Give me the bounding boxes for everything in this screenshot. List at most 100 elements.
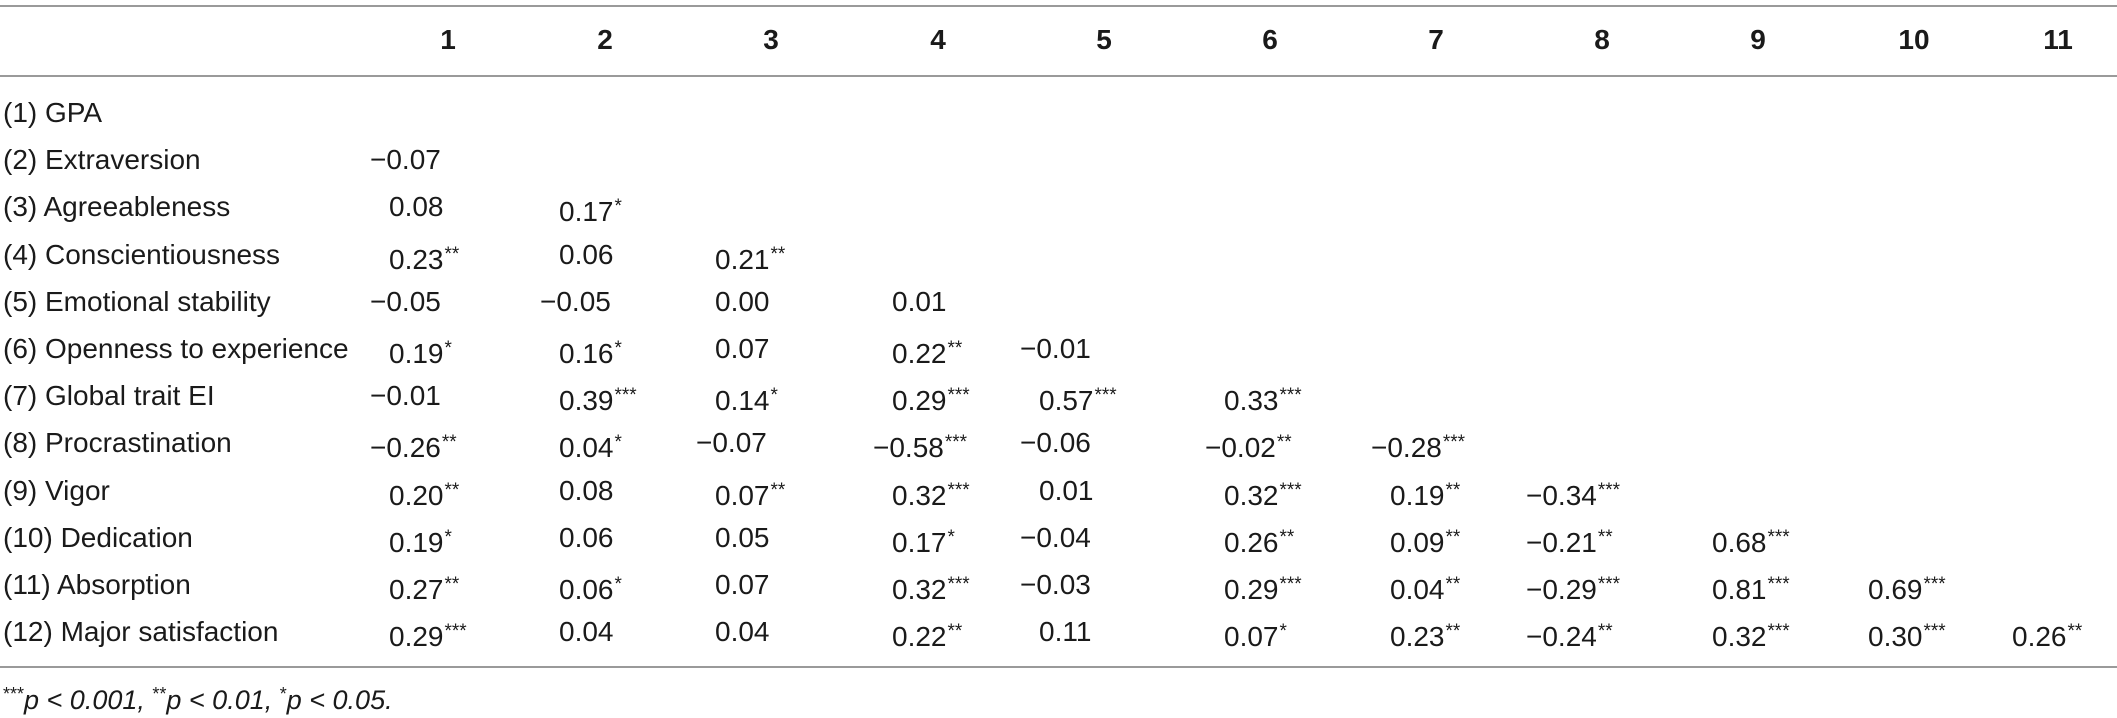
significance-marker: *** — [444, 621, 467, 643]
row-label: (8) Procrastination — [3, 427, 232, 459]
row-label: (12) Major satisfaction — [3, 616, 279, 648]
row-label: (7) Global trait EI — [3, 380, 215, 412]
significance-marker: * — [947, 526, 955, 548]
column-header-3: 3 — [763, 24, 779, 55]
significance-marker: ** — [1597, 526, 1613, 548]
significance-marker: ** — [947, 337, 963, 359]
cell-value: 0.19 — [1390, 479, 1445, 511]
footnote-text-2: p < 0.01, — [166, 685, 280, 715]
table-cell: −0.01 — [1020, 325, 1091, 372]
cell-value: 0.20 — [389, 479, 444, 511]
significance-marker: *** — [1094, 385, 1117, 407]
table-cell: 0.32*** — [1224, 467, 1302, 514]
cell-value: 0.57 — [1039, 385, 1094, 417]
cell-value: 0.08 — [389, 191, 444, 223]
table-cell: 0.57*** — [1039, 372, 1117, 419]
cell-value: 0.17 — [892, 526, 947, 558]
table-cell: −0.24** — [1526, 608, 1613, 655]
footnote-text-3: p < 0.05. — [286, 685, 393, 715]
table-cell: 0.06* — [559, 561, 622, 608]
cell-value: 0.29 — [389, 621, 444, 653]
cell-value: 0.04 — [559, 432, 614, 464]
table-cell: −0.06 — [1020, 419, 1091, 466]
significance-marker: *** — [1767, 573, 1790, 595]
cell-value: 0.29 — [892, 385, 947, 417]
cell-value: 0.32 — [1712, 621, 1767, 653]
table-cell: 0.21** — [715, 231, 785, 278]
significance-marker: * — [770, 385, 778, 407]
row-label: (9) Vigor — [3, 474, 110, 506]
cell-value: 0.16 — [559, 337, 614, 369]
table-cell: 0.23** — [389, 231, 459, 278]
table-cell: 0.06 — [559, 231, 614, 278]
table-cell: 0.32*** — [1712, 608, 1790, 655]
row-label: (5) Emotional stability — [3, 285, 271, 317]
cell-value: 0.68 — [1712, 526, 1767, 558]
table-cell: 0.04 — [559, 608, 614, 655]
table-row: (10) Dedication 0.19* 0.06 0.05 0.17* −0.04 0.… — [0, 514, 2117, 561]
table-row: (4) Conscientiousness 0.23** 0.06 0.21** — [0, 231, 2117, 278]
table-cell: 0.26** — [2012, 608, 2082, 655]
significance-marker: *** — [947, 385, 970, 407]
table-row: (5) Emotional stability −0.05 −0.05 0.00 0.0… — [0, 278, 2117, 325]
table-cell: 0.01 — [1039, 467, 1094, 514]
table-cell: 0.14* — [715, 372, 778, 419]
column-header-9: 9 — [1750, 24, 1766, 55]
table-cell: −0.03 — [1020, 561, 1091, 608]
row-label: (4) Conscientiousness — [3, 238, 281, 270]
table-row: (2) Extraversion −0.07 — [0, 136, 2117, 183]
significance-marker: ** — [770, 243, 786, 265]
column-header-8: 8 — [1594, 24, 1610, 55]
column-header-2: 2 — [597, 24, 613, 55]
table-cell: 0.20** — [389, 467, 459, 514]
column-header-1: 1 — [440, 24, 456, 55]
cell-value: 0.22 — [892, 621, 947, 653]
table-cell: 0.19* — [389, 514, 452, 561]
table-cell: −0.58*** — [873, 419, 967, 466]
cell-value: 0.19 — [389, 526, 444, 558]
significance-marker: * — [614, 337, 622, 359]
table-cell: −0.34*** — [1526, 467, 1620, 514]
table-cell: −0.04 — [1020, 514, 1091, 561]
table-cell: 0.07 — [715, 325, 770, 372]
table-cell: 0.17* — [559, 183, 622, 230]
table-cell: 0.29*** — [389, 608, 467, 655]
cell-value: 0.23 — [1390, 621, 1445, 653]
significance-marker: ** — [770, 479, 786, 501]
table-cell: −0.02** — [1205, 419, 1292, 466]
table-cell: −0.28*** — [1371, 419, 1465, 466]
cell-value: 0.33 — [1224, 385, 1279, 417]
significance-marker: ** — [1279, 526, 1295, 548]
significance-marker: *** — [1597, 479, 1621, 501]
significance-marker: *** — [1442, 432, 1466, 454]
cell-value: −0.26 — [370, 432, 441, 464]
table-row: (12) Major satisfaction 0.29*** 0.04 0.04 0.… — [0, 608, 2117, 655]
cell-value: −0.28 — [1371, 432, 1442, 464]
table-cell: 0.04** — [1390, 561, 1460, 608]
row-label: (3) Agreeableness — [3, 191, 231, 223]
cell-value: 0.04 — [559, 616, 614, 648]
cell-value: −0.07 — [370, 144, 441, 176]
table-cell: 0.19* — [389, 325, 452, 372]
table-cell: 0.01 — [892, 278, 947, 325]
cell-value: 0.32 — [1224, 479, 1279, 511]
row-label: (11) Absorption — [3, 568, 191, 600]
significance-marker: *** — [1597, 573, 1621, 595]
table-cell: 0.22** — [892, 325, 962, 372]
significance-marker: ** — [441, 432, 457, 454]
significance-marker: *** — [947, 479, 970, 501]
table-cell: −0.07 — [370, 136, 441, 183]
significance-marker: ** — [1445, 573, 1461, 595]
footnote-text-1: p < 0.001, — [24, 685, 153, 715]
table-cell: −0.29*** — [1526, 561, 1620, 608]
significance-marker: ** — [444, 573, 460, 595]
cell-value: 0.30 — [1868, 621, 1923, 653]
footnote-stars-1: *** — [3, 684, 25, 704]
significance-marker: *** — [944, 432, 968, 454]
table-cell: 0.23** — [1390, 608, 1460, 655]
table-cell: 0.06 — [559, 514, 614, 561]
table-cell: 0.04 — [715, 608, 770, 655]
cell-value: 0.07 — [1224, 621, 1279, 653]
significance-marker: * — [444, 337, 452, 359]
row-label: (2) Extraversion — [3, 144, 201, 176]
